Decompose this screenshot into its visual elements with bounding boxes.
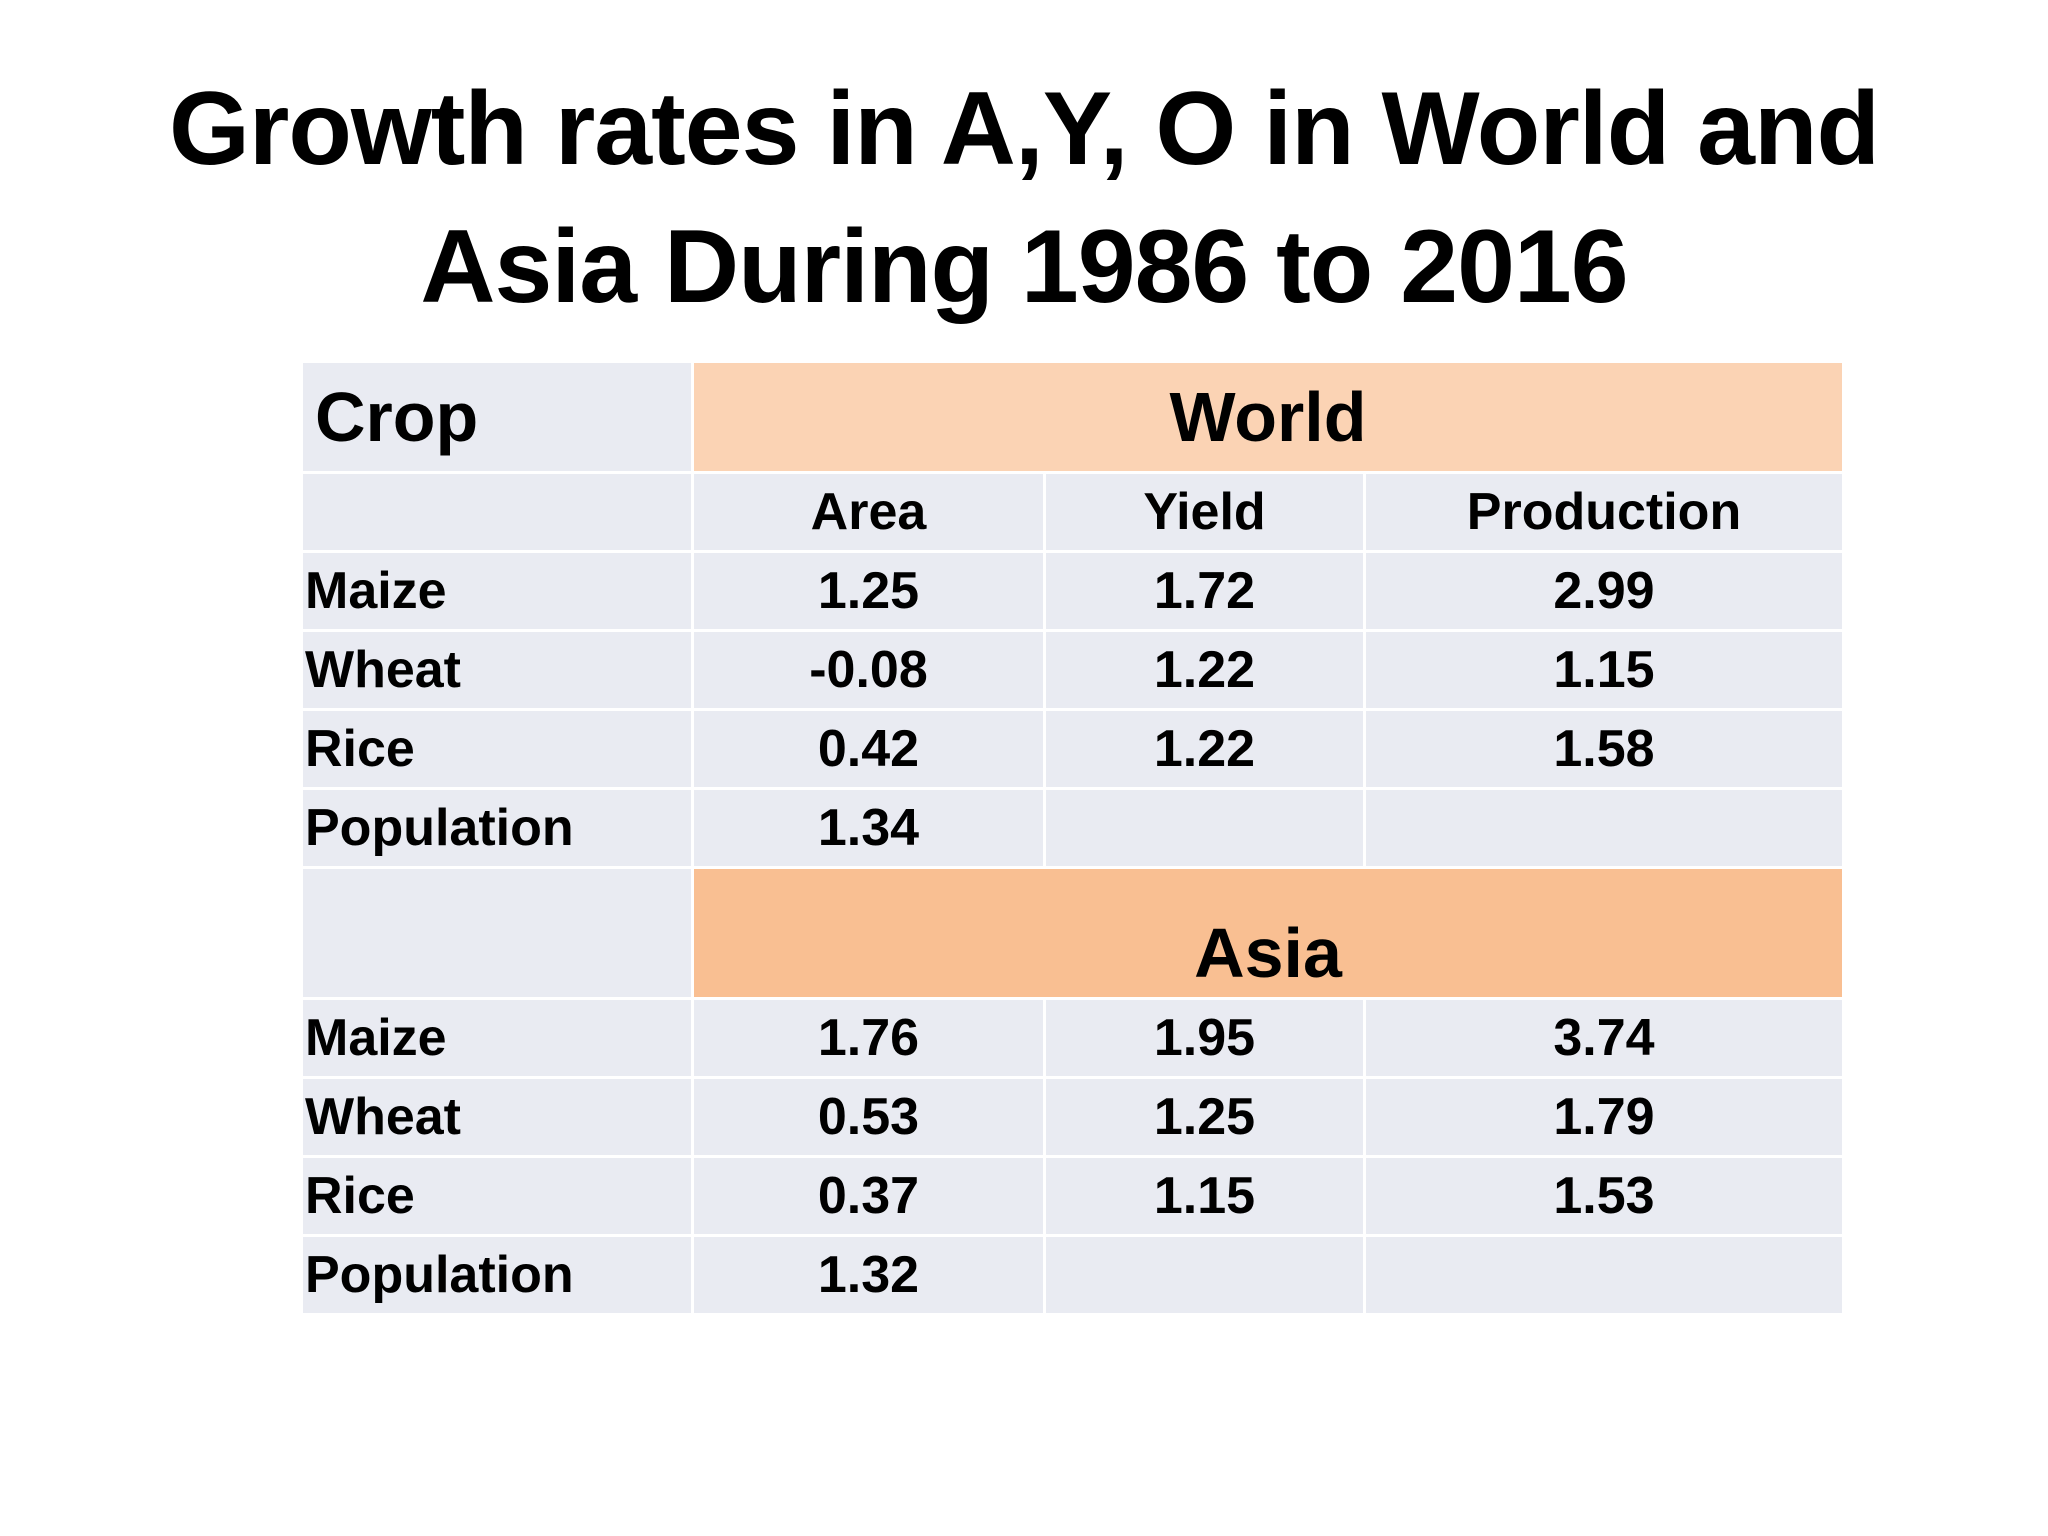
crop-label: Wheat [300,1076,694,1158]
yield-value: 1.22 [1043,629,1366,711]
crop-label: Maize [300,997,694,1079]
asia-section-header: Asia [691,866,1845,1000]
production-value: 2.99 [1363,550,1845,632]
world-section-header: World [691,360,1845,474]
crop-column-header: Crop [300,360,694,474]
yield-value: 1.95 [1043,997,1366,1079]
slide-title: Growth rates in A,Y, O in World and Asia… [0,60,2048,336]
yield-value: 1.25 [1043,1076,1366,1158]
area-value: 0.53 [691,1076,1046,1158]
crop-label: Population [300,1234,694,1316]
table-header-row: Crop World [300,360,1845,474]
area-value: 0.42 [691,708,1046,790]
crop-label: Rice [300,1155,694,1237]
production-value: 1.15 [1363,629,1845,711]
area-value: 1.25 [691,550,1046,632]
production-column-header: Production [1363,471,1845,553]
area-value: 0.37 [691,1155,1046,1237]
table-row: Maize 1.25 1.72 2.99 [300,550,1845,632]
yield-value: 1.72 [1043,550,1366,632]
production-value: 1.53 [1363,1155,1845,1237]
yield-column-header: Yield [1043,471,1366,553]
crop-label: Maize [300,550,694,632]
column-subheader-row: Area Yield Production [300,471,1845,553]
yield-value [1043,1234,1366,1316]
yield-value: 1.22 [1043,708,1366,790]
asia-header-row: Asia [300,866,1845,1000]
table-row: Rice 0.37 1.15 1.53 [300,1155,1845,1237]
growth-rates-table: Crop World Area Yield Production Maize 1… [300,360,1845,1316]
table-row: Population 1.32 [300,1234,1845,1316]
table-row: Population 1.34 [300,787,1845,869]
slide-title-line-2: Asia During 1986 to 2016 [420,209,1628,325]
slide-title-line-1: Growth rates in A,Y, O in World and [168,71,1880,187]
yield-value: 1.15 [1043,1155,1366,1237]
table-row: Wheat -0.08 1.22 1.15 [300,629,1845,711]
production-value [1363,787,1845,869]
area-value: 1.76 [691,997,1046,1079]
crop-label: Population [300,787,694,869]
production-value: 3.74 [1363,997,1845,1079]
table-row: Rice 0.42 1.22 1.58 [300,708,1845,790]
area-value: 1.32 [691,1234,1046,1316]
empty-cell [300,471,694,553]
empty-cell [300,866,694,1000]
table-row: Wheat 0.53 1.25 1.79 [300,1076,1845,1158]
crop-label: Rice [300,708,694,790]
production-value [1363,1234,1845,1316]
area-value: -0.08 [691,629,1046,711]
area-value: 1.34 [691,787,1046,869]
yield-value [1043,787,1366,869]
production-value: 1.79 [1363,1076,1845,1158]
area-column-header: Area [691,471,1046,553]
table-row: Maize 1.76 1.95 3.74 [300,997,1845,1079]
crop-label: Wheat [300,629,694,711]
production-value: 1.58 [1363,708,1845,790]
